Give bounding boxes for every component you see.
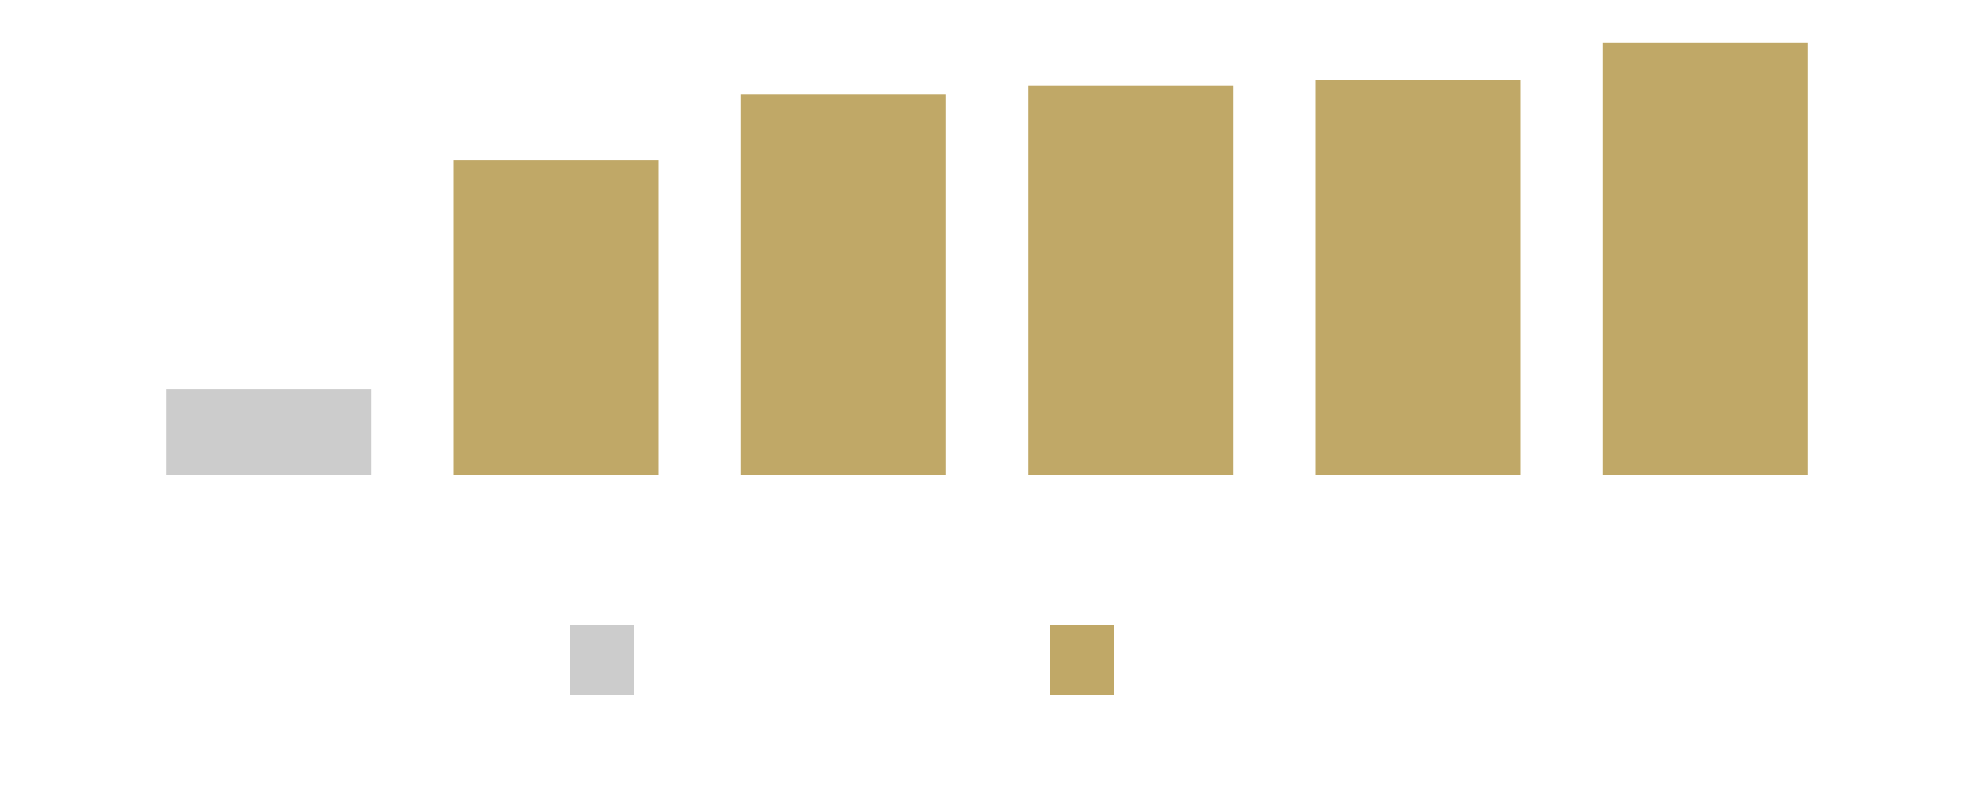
bar-series-2-cat-2	[453, 160, 659, 475]
bar-series-2-cat-6	[1602, 42, 1808, 476]
legend-swatch-series-1	[570, 625, 634, 695]
legend	[570, 625, 1114, 695]
bar-series-1-cat-1	[166, 389, 372, 475]
bar-series-2-cat-3	[740, 94, 946, 476]
bars-group	[166, 42, 1808, 476]
bar-series-2-cat-4	[1028, 85, 1234, 475]
bar-series-2-cat-5	[1315, 80, 1521, 475]
legend-swatch-series-2	[1050, 625, 1114, 695]
